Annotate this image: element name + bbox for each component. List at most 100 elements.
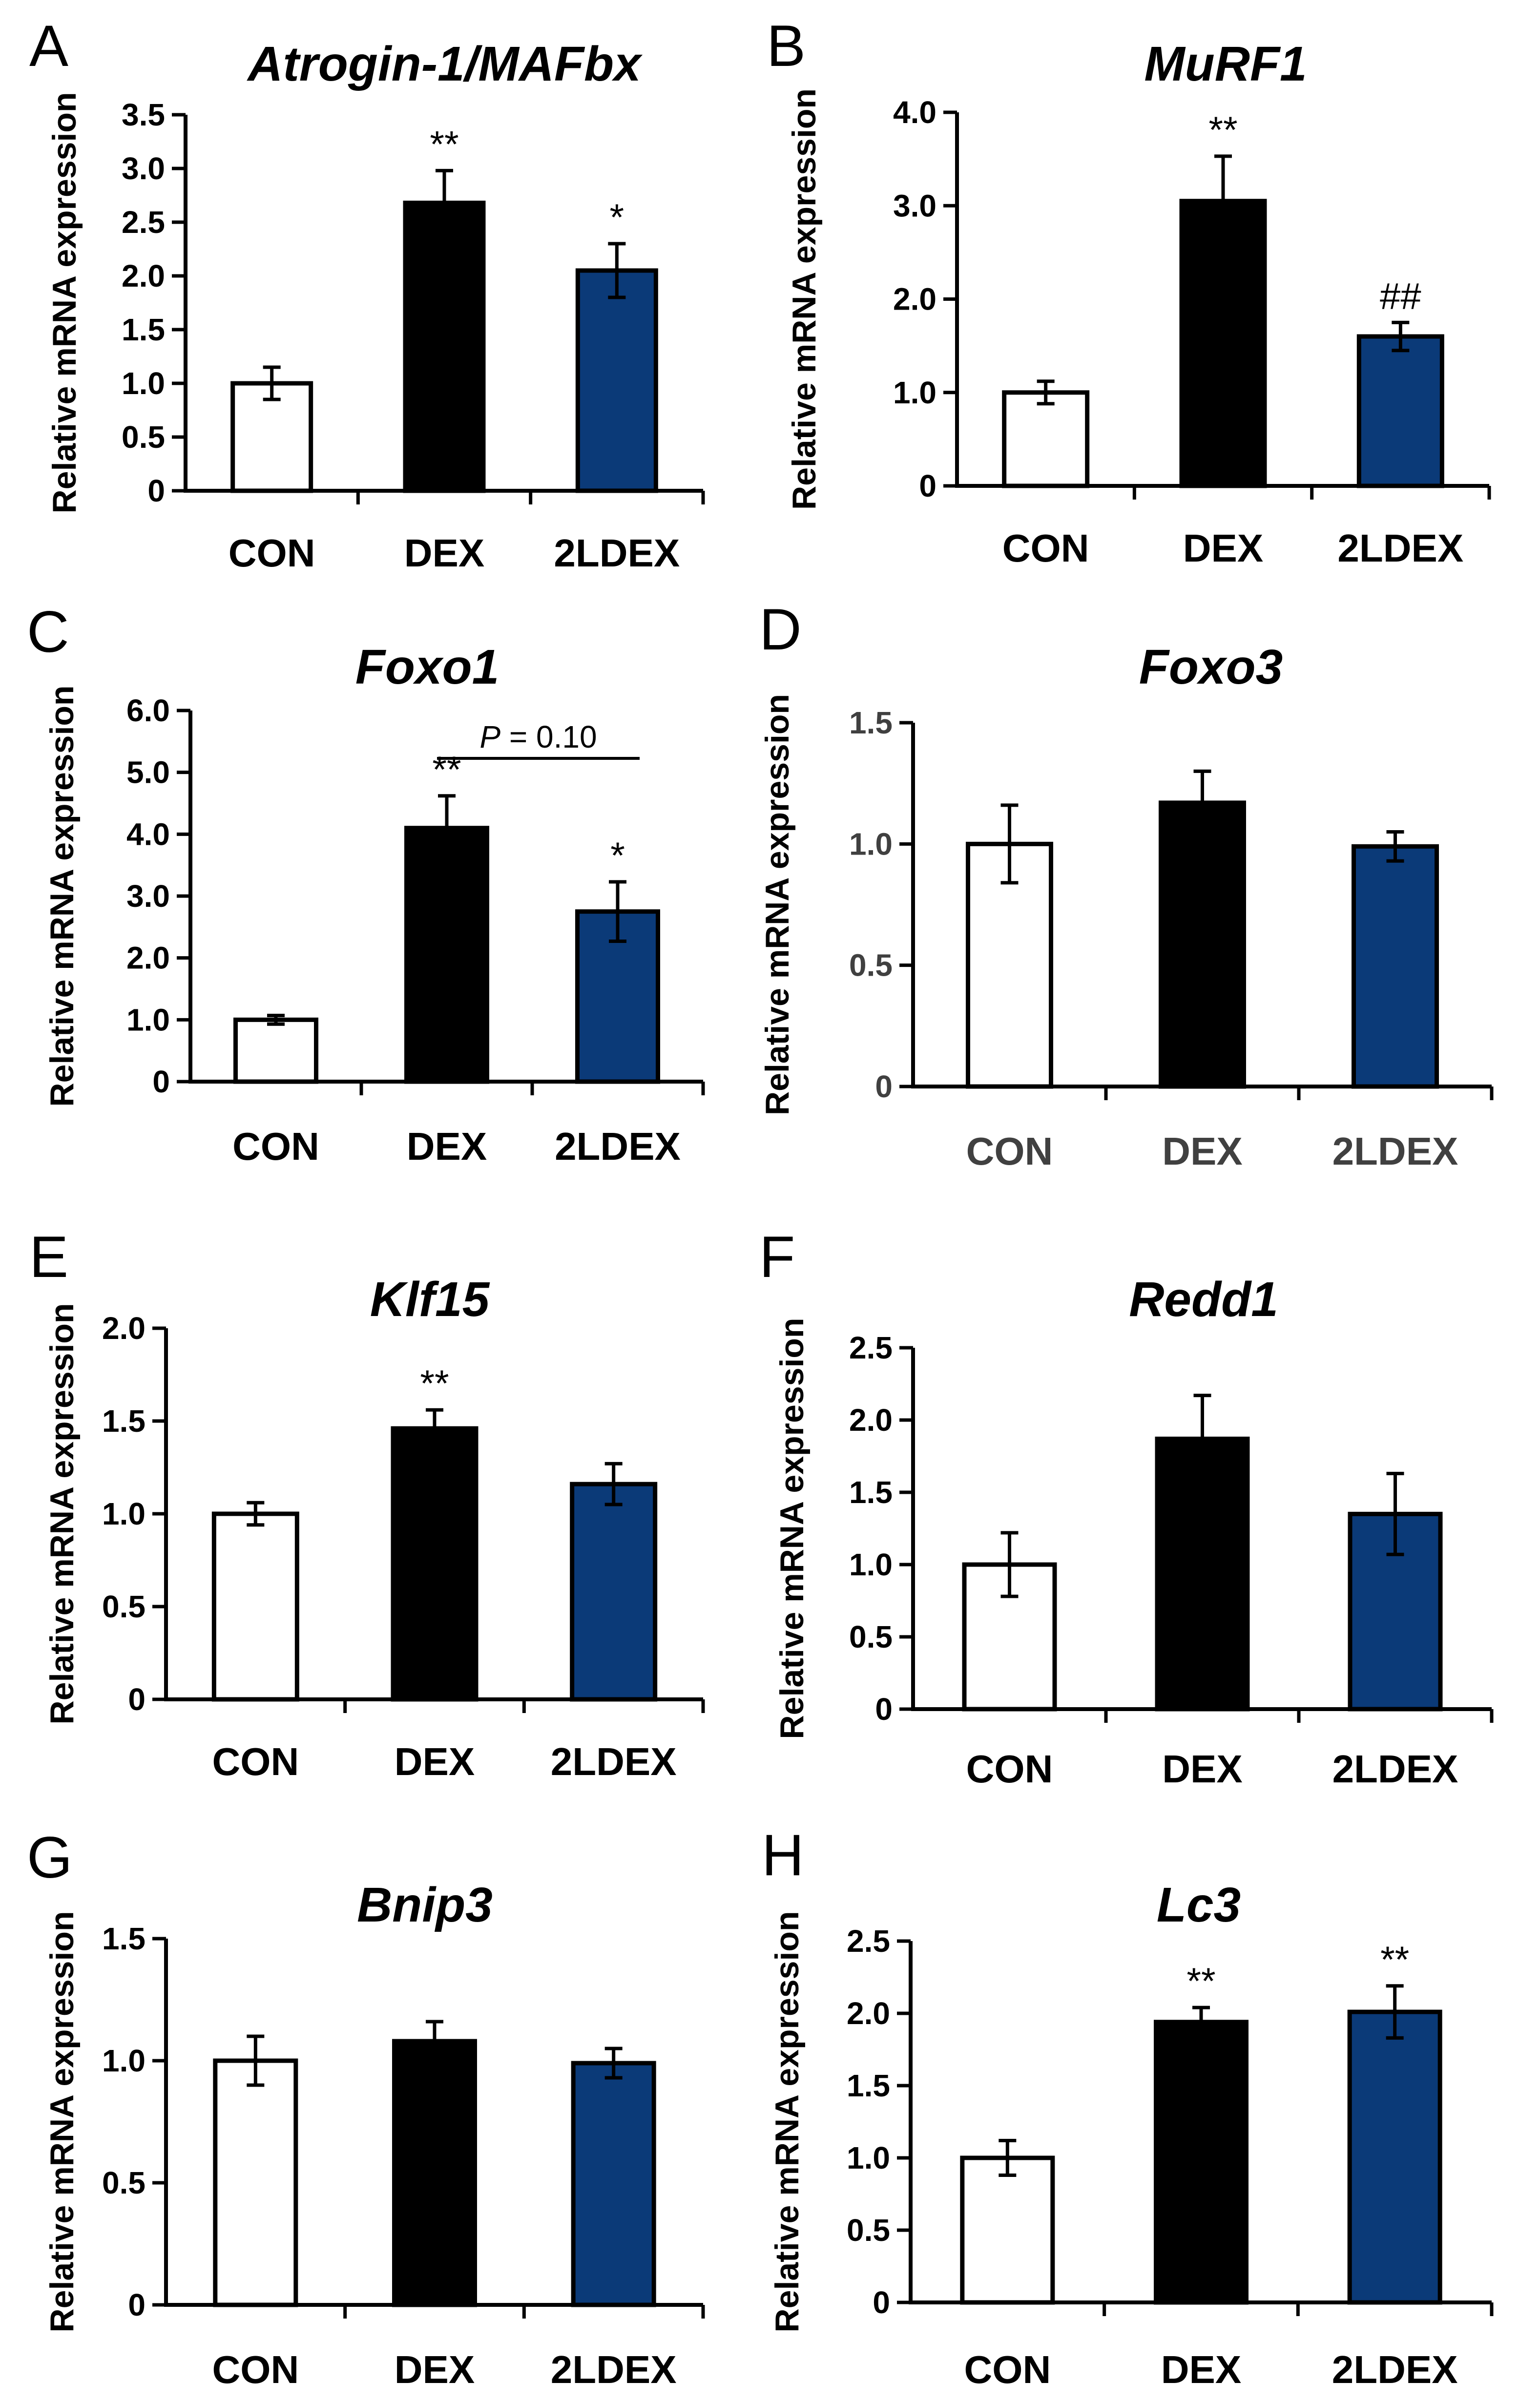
y-tick-label: 1.0	[893, 375, 936, 410]
y-tick-label: 0	[919, 468, 936, 503]
panel-b: B MuRF1 Relative mRNA expression 0 1.0 2.0 3.0…	[767, 13, 1491, 570]
y-tick-label: 1.5	[122, 312, 165, 347]
y-tick-label: 0.5	[849, 948, 893, 983]
x-tick-label: DEX	[1161, 2348, 1242, 2391]
bar-con	[213, 2058, 298, 2307]
panel-letter: F	[759, 1224, 795, 1290]
x-tick-label: CON	[964, 2348, 1051, 2391]
y-tick-label: 0.5	[102, 2165, 146, 2200]
y-axis-label: Relative mRNA expression	[43, 1911, 81, 2333]
x-tick-label: CON	[232, 1125, 319, 1168]
y-tick-label: 1.0	[102, 2043, 146, 2078]
y-tick-label: 3.0	[893, 188, 936, 223]
y-tick-label: 2.5	[847, 1923, 890, 1959]
x-tick-label: CON	[212, 1740, 299, 1783]
x-tick-label: DEX	[1162, 1747, 1243, 1791]
y-tick-label: 2.5	[122, 205, 165, 240]
y-tick-label: 2.0	[122, 258, 165, 293]
y-tick-label: 0	[128, 1682, 146, 1717]
significance-label: ##	[1380, 275, 1421, 317]
panel-e: E Klf15 Relative mRNA expression 0 0.5 1.0 1.5…	[29, 1224, 705, 1783]
significance-label: **	[430, 124, 458, 165]
y-tick-label: 4.0	[126, 816, 170, 852]
panel-f: F Redd1 Relative mRNA expression 0 0.5 1.0 1.5…	[759, 1224, 1494, 1791]
y-tick-label: 5.0	[126, 755, 170, 790]
significance-label: **	[432, 749, 461, 791]
y-tick-label: 1.0	[849, 826, 893, 861]
bar-con	[211, 1511, 299, 1702]
bar-con	[233, 1017, 318, 1084]
y-axis-label: Relative mRNA expression	[773, 1318, 811, 1739]
y-tick-label: 1.5	[847, 2068, 890, 2103]
x-tick-label: CON	[212, 2348, 299, 2391]
x-tick-label: CON	[966, 1747, 1053, 1791]
bar-con	[1002, 390, 1090, 488]
p-value-label: P = 0.10	[479, 719, 597, 754]
significance-label: *	[610, 197, 624, 238]
bar-2ldex	[1356, 334, 1444, 488]
bar-dex	[1159, 800, 1246, 1089]
x-tick-label: DEX	[404, 531, 485, 575]
y-tick-label: 0.5	[847, 2213, 890, 2248]
panel-letter: H	[762, 1822, 804, 1888]
bar-con	[230, 381, 313, 493]
x-tick-label: DEX	[395, 1740, 475, 1783]
bar-2ldex	[575, 268, 658, 493]
x-tick-label: 2LDEX	[551, 2348, 677, 2391]
chart-title: MuRF1	[1144, 37, 1307, 91]
x-tick-label: CON	[1002, 526, 1089, 570]
y-tick-label: 3.0	[122, 151, 165, 186]
bar-dex	[404, 826, 489, 1084]
y-axis-label: Relative mRNA expression	[759, 694, 796, 1115]
y-tick-label: 0.5	[102, 1589, 146, 1624]
y-tick-label: 1.0	[122, 366, 165, 401]
bar-dex	[403, 200, 486, 493]
y-tick-label: 0	[873, 2285, 890, 2320]
y-tick-label: 6.0	[126, 693, 170, 728]
y-tick-label: 0.5	[122, 419, 165, 455]
x-tick-label: 2LDEX	[554, 531, 680, 575]
significance-label: **	[1186, 1961, 1215, 2002]
x-tick-label: 2LDEX	[1337, 526, 1463, 570]
p-value-text: = 0.10	[500, 719, 597, 754]
x-tick-label: 2LDEX	[555, 1125, 681, 1168]
y-tick-label: 2.0	[102, 1311, 146, 1346]
panel-h: H Lc3 Relative mRNA expression 0 0.5 1.0 1.5 2.…	[762, 1822, 1494, 2391]
y-tick-label: 0	[875, 1692, 893, 1727]
y-tick-label: 3.0	[126, 878, 170, 914]
panel-letter: E	[29, 1224, 68, 1290]
panel-letter: A	[29, 13, 68, 79]
significance-label: *	[610, 835, 625, 877]
x-tick-label: DEX	[395, 2348, 475, 2391]
x-tick-label: 2LDEX	[1332, 1747, 1458, 1791]
chart-title: Lc3	[1157, 1878, 1241, 1932]
panel-c: C Foxo1 Relative mRNA expression 0 1.0 2.0 3.0…	[27, 599, 705, 1168]
bar-dex	[391, 1426, 479, 1702]
y-tick-label: 0.5	[849, 1619, 893, 1654]
panel-letter: C	[27, 599, 69, 665]
panel-a: A Atrogin-1/MAFbx Relative mRNA expression…	[29, 13, 705, 575]
significance-label: **	[1380, 1939, 1409, 1981]
panel-d: D Foxo3 Relative mRNA expression 0 0.5 1.0 1.5…	[759, 597, 1494, 1173]
significance-label: **	[1208, 109, 1237, 151]
y-tick-label: 1.5	[102, 1921, 146, 1956]
y-tick-label: 1.5	[102, 1403, 146, 1439]
chart-title: Atrogin-1/MAFbx	[246, 37, 643, 91]
y-tick-label: 1.5	[849, 705, 893, 740]
y-tick-label: 0	[128, 2287, 146, 2322]
x-tick-label: CON	[966, 1129, 1053, 1173]
bar-2ldex	[1352, 844, 1439, 1089]
bar-dex	[1154, 2020, 1249, 2305]
y-tick-label: 1.0	[102, 1496, 146, 1531]
y-tick-label: 2.0	[849, 1402, 893, 1438]
y-tick-label: 1.0	[849, 1547, 893, 1582]
x-tick-label: DEX	[407, 1125, 487, 1168]
y-tick-label: 0	[875, 1069, 893, 1104]
bar-con	[960, 2155, 1055, 2305]
chart-title: Foxo1	[355, 640, 499, 694]
x-tick-label: 2LDEX	[1332, 1129, 1458, 1173]
y-tick-label: 1.5	[849, 1475, 893, 1510]
y-axis-label: Relative mRNA expression	[43, 1303, 81, 1725]
panel-letter: G	[27, 1825, 72, 1890]
